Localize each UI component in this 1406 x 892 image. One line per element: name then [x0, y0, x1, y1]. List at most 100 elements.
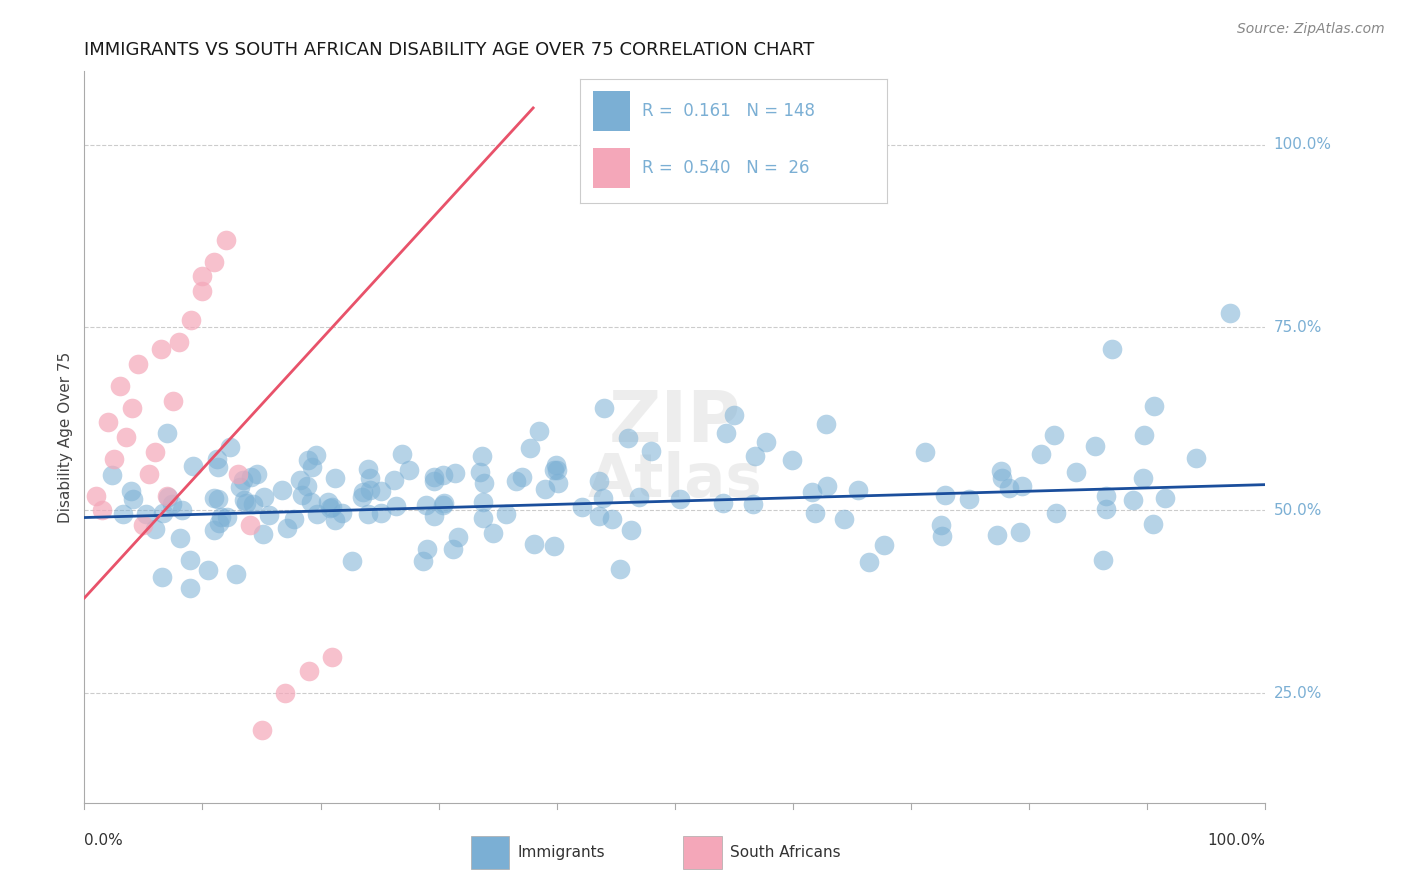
Point [332, 506, 354, 520]
Point [481, 525, 503, 540]
Point [1094, 502, 1116, 516]
Point [602, 512, 624, 526]
Text: 100.0%: 100.0% [1274, 137, 1331, 152]
Point [209, 509, 232, 524]
Point [304, 448, 326, 462]
Point [202, 254, 225, 268]
Point [472, 476, 495, 491]
Point [416, 541, 439, 556]
Point [998, 481, 1021, 495]
Point [205, 452, 228, 467]
Point [253, 490, 276, 504]
Point [197, 563, 219, 577]
Point [1031, 447, 1053, 461]
Point [815, 417, 838, 432]
Text: 100.0%: 100.0% [1208, 833, 1265, 848]
Point [352, 490, 374, 504]
Point [297, 479, 319, 493]
Point [150, 570, 173, 584]
Point [505, 474, 527, 488]
Point [468, 465, 491, 479]
Point [588, 508, 610, 523]
Point [1064, 466, 1087, 480]
Point [714, 426, 737, 441]
Point [800, 485, 823, 500]
Point [471, 511, 494, 525]
Point [527, 425, 550, 439]
Point [1133, 428, 1156, 442]
Y-axis label: Disability Age Over 75: Disability Age Over 75 [58, 351, 73, 523]
Point [398, 463, 420, 477]
Point [519, 441, 541, 455]
Point [321, 649, 343, 664]
Point [990, 465, 1012, 479]
Point [274, 686, 297, 700]
Point [108, 379, 131, 393]
Point [444, 466, 467, 480]
Text: IMMIGRANTS VS SOUTH AFRICAN DISABILITY AGE OVER 75 CORRELATION CHART: IMMIGRANTS VS SOUTH AFRICAN DISABILITY A… [84, 41, 814, 59]
Text: 25.0%: 25.0% [1274, 686, 1322, 700]
Point [299, 495, 322, 509]
Point [91, 503, 114, 517]
Point [239, 470, 262, 484]
Point [232, 473, 254, 487]
Text: 0.0%: 0.0% [84, 833, 124, 848]
Point [957, 491, 980, 506]
Point [1122, 492, 1144, 507]
Point [180, 313, 202, 327]
Point [523, 537, 546, 551]
Point [202, 491, 225, 505]
Point [370, 483, 392, 498]
Point [609, 562, 631, 576]
Point [832, 511, 855, 525]
Point [755, 435, 778, 450]
Point [321, 500, 343, 514]
Point [1132, 471, 1154, 485]
Point [288, 473, 311, 487]
Point [711, 496, 734, 510]
Point [112, 507, 135, 521]
Point [270, 483, 292, 497]
Point [156, 489, 179, 503]
Point [873, 538, 896, 552]
Point [931, 529, 953, 543]
Point [359, 483, 381, 497]
Point [156, 426, 179, 441]
Point [120, 484, 142, 499]
Point [359, 471, 381, 485]
Point [229, 480, 252, 494]
Point [1091, 553, 1114, 567]
Point [1101, 343, 1123, 357]
Point [510, 470, 533, 484]
Point [340, 553, 363, 567]
Point [323, 513, 346, 527]
Point [167, 334, 190, 349]
Point [780, 453, 803, 467]
Point [543, 463, 565, 477]
Text: Atlas: Atlas [588, 451, 762, 510]
Point [495, 508, 517, 522]
Point [323, 471, 346, 485]
Point [150, 343, 173, 357]
Point [423, 508, 446, 523]
Point [544, 458, 567, 472]
Point [97, 416, 120, 430]
Point [592, 491, 614, 505]
Point [218, 440, 240, 454]
Point [207, 460, 229, 475]
Point [157, 490, 180, 504]
Point [162, 393, 184, 408]
Point [391, 447, 413, 461]
Point [929, 518, 952, 533]
Point [1143, 399, 1166, 413]
Point [742, 497, 765, 511]
Point [225, 566, 247, 581]
Point [132, 517, 155, 532]
Point [846, 483, 869, 497]
Point [423, 475, 446, 489]
Point [1045, 506, 1067, 520]
Point [640, 444, 662, 458]
Point [191, 269, 214, 284]
Point [305, 508, 328, 522]
Point [283, 512, 305, 526]
